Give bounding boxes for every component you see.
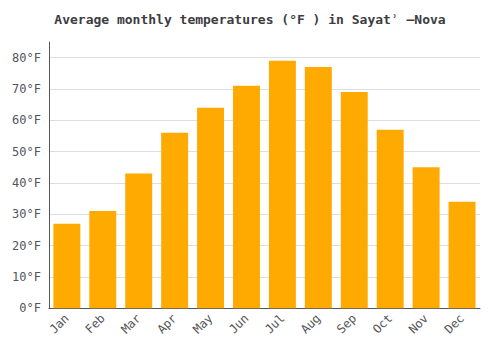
svg-text:May: May — [190, 311, 215, 336]
svg-text:50°F: 50°F — [12, 145, 41, 159]
svg-text:Jan: Jan — [47, 311, 72, 336]
svg-text:20°F: 20°F — [12, 239, 41, 253]
svg-text:30°F: 30°F — [12, 207, 41, 221]
svg-text:Nov: Nov — [406, 311, 431, 336]
svg-text:10°F: 10°F — [12, 270, 41, 284]
svg-text:Jul: Jul — [262, 311, 287, 336]
svg-text:Apr: Apr — [154, 311, 179, 336]
svg-text:40°F: 40°F — [12, 176, 41, 190]
svg-text:60°F: 60°F — [12, 113, 41, 127]
svg-text:Mar: Mar — [118, 311, 143, 336]
svg-text:Sep: Sep — [334, 311, 359, 336]
svg-text:Jun: Jun — [226, 311, 251, 336]
svg-text:80°F: 80°F — [12, 51, 41, 65]
svg-text:0°F: 0°F — [19, 301, 41, 315]
svg-text:70°F: 70°F — [12, 82, 41, 96]
svg-text:Dec: Dec — [442, 311, 467, 336]
svg-text:Aug: Aug — [298, 311, 323, 336]
svg-text:Feb: Feb — [83, 311, 108, 336]
svg-text:Average monthly temperatures (: Average monthly temperatures (°F ) in Sa… — [54, 12, 446, 27]
svg-text:Oct: Oct — [370, 311, 395, 336]
